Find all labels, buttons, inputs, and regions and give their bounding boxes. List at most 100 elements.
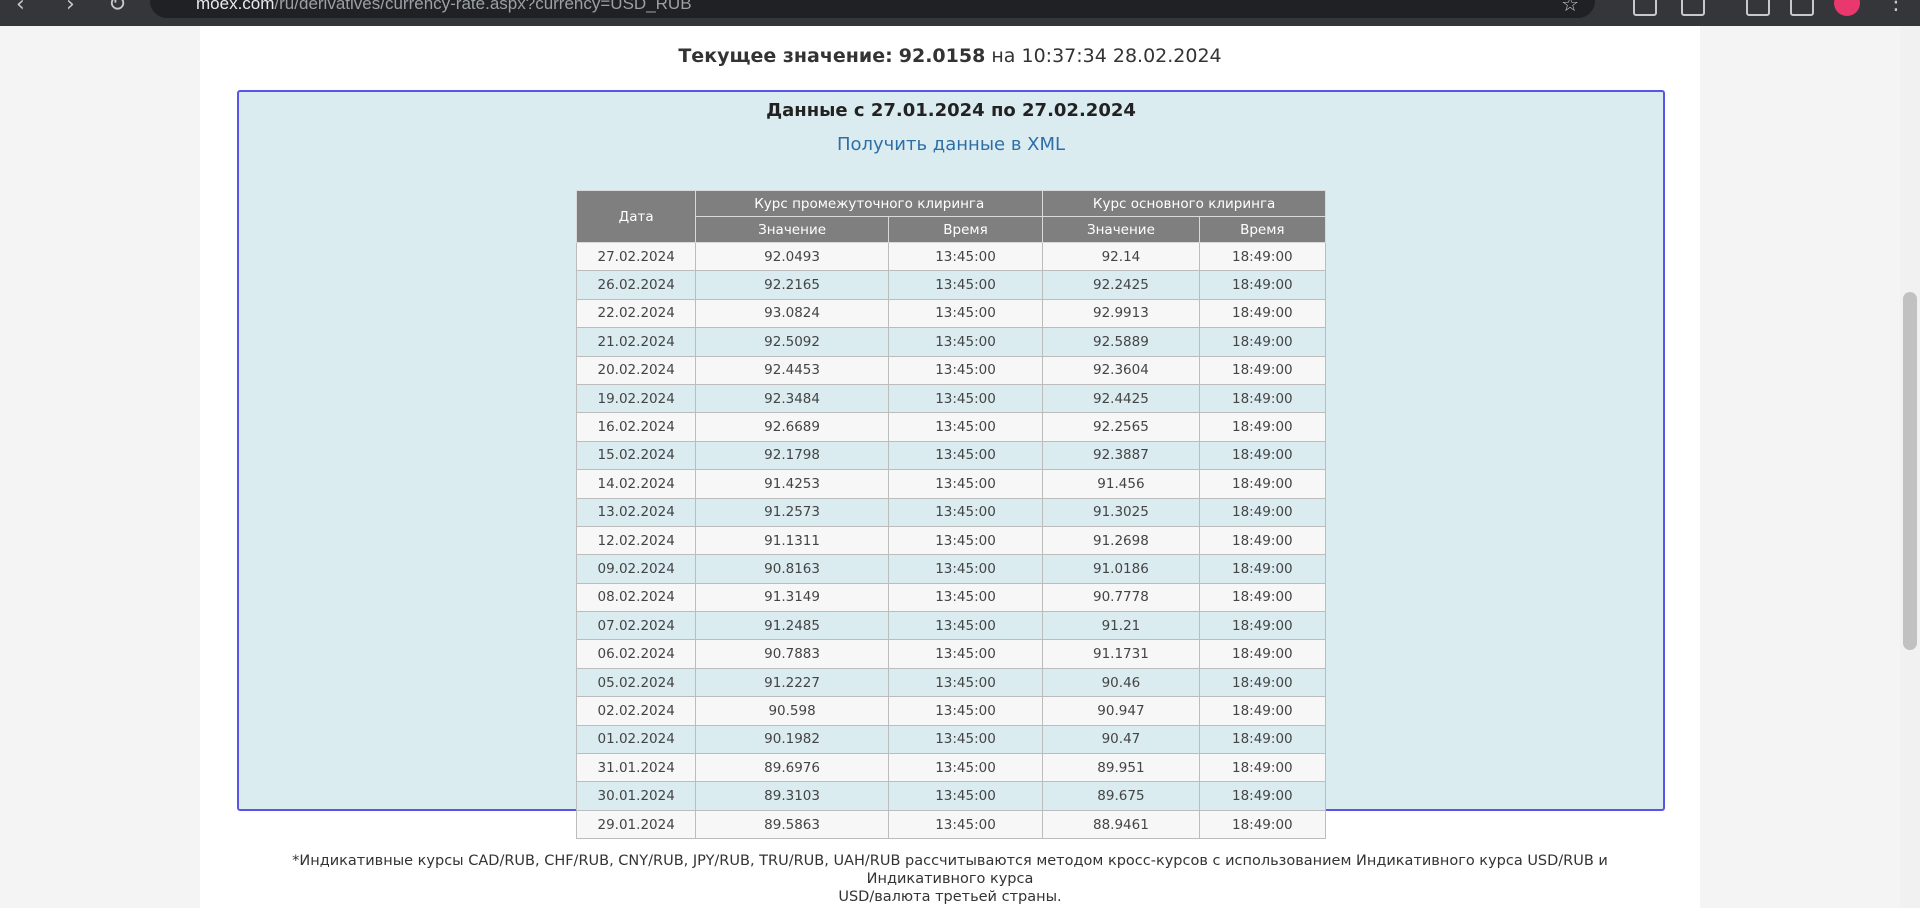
- table-row: 13.02.2024 91.2573 13:45:00 91.3025 18:49:00: [575, 497, 1327, 527]
- table-row: 15.02.2024 92.1798 13:45:00 92.3887 18:49:00: [575, 440, 1327, 471]
- rates-table-body: 27.02.2024 92.0493 13:45:00 92.14 18:49:00 26…: [575, 241, 1327, 840]
- url-path: /ru/derivatives/currency-rate.aspx?curre…: [274, 0, 692, 13]
- cell-main-time: 18:49:00: [1198, 809, 1327, 840]
- browser-toolbar: ‹ › ↻ moex.com/ru/derivatives/currency-r…: [0, 0, 1920, 26]
- table-row: 05.02.2024 91.2227 13:45:00 90.46 18:49:00: [575, 667, 1327, 698]
- cell-main-value: 91.3025: [1042, 497, 1200, 527]
- cell-main-time: 18:49:00: [1198, 753, 1327, 783]
- cell-intermediate-time: 13:45:00: [887, 582, 1044, 613]
- cell-intermediate-value: 92.5092: [695, 327, 889, 357]
- url-domain: moex.com: [196, 0, 275, 13]
- cell-date: 14.02.2024: [575, 469, 697, 499]
- cell-main-time: 18:49:00: [1198, 667, 1327, 698]
- cell-main-time: 18:49:00: [1198, 469, 1327, 499]
- cell-date: 08.02.2024: [575, 582, 697, 613]
- cell-main-value: 91.21: [1042, 611, 1200, 641]
- page-margin-left: [0, 26, 200, 908]
- cell-date: 21.02.2024: [575, 327, 697, 357]
- footnote-line-1: *Индикативные курсы CAD/RUB, CHF/RUB, CN…: [292, 853, 1608, 887]
- downloads-icon[interactable]: [1746, 0, 1770, 16]
- cell-intermediate-value: 92.6689: [695, 412, 889, 442]
- page-margin-right: [1700, 26, 1900, 908]
- cell-main-time: 18:49:00: [1198, 611, 1327, 641]
- cell-intermediate-time: 13:45:00: [887, 355, 1044, 385]
- cell-intermediate-value: 90.7883: [695, 639, 889, 669]
- current-value-line: Текущее значение: 92.0158 на 10:37:34 28…: [200, 45, 1700, 67]
- table-row: 19.02.2024 92.3484 13:45:00 92.4425 18:49:00: [575, 383, 1327, 414]
- cell-date: 01.02.2024: [575, 724, 697, 755]
- cell-intermediate-time: 13:45:00: [887, 667, 1044, 698]
- reload-icon[interactable]: ↻: [108, 0, 127, 17]
- cell-intermediate-value: 90.598: [695, 696, 889, 726]
- cell-intermediate-time: 13:45:00: [887, 525, 1044, 556]
- table-row: 14.02.2024 91.4253 13:45:00 91.456 18:49:00: [575, 469, 1327, 499]
- cell-intermediate-time: 13:45:00: [887, 809, 1044, 840]
- cell-main-value: 89.675: [1042, 781, 1200, 811]
- column-header-date: Дата: [575, 190, 697, 243]
- column-header-main-value: Значение: [1042, 216, 1200, 243]
- extension-icon[interactable]: [1633, 0, 1657, 16]
- cell-date: 09.02.2024: [575, 554, 697, 584]
- cell-main-value: 92.4425: [1042, 383, 1200, 414]
- cell-intermediate-value: 92.0493: [695, 241, 889, 272]
- cell-date: 30.01.2024: [575, 781, 697, 811]
- cell-intermediate-time: 13:45:00: [887, 298, 1044, 329]
- cell-date: 19.02.2024: [575, 383, 697, 414]
- cell-intermediate-time: 13:45:00: [887, 696, 1044, 726]
- cell-intermediate-time: 13:45:00: [887, 554, 1044, 584]
- url-text[interactable]: moex.com/ru/derivatives/currency-rate.as…: [196, 0, 692, 14]
- cell-main-value: 91.456: [1042, 469, 1200, 499]
- cell-main-time: 18:49:00: [1198, 554, 1327, 584]
- cell-main-value: 92.14: [1042, 241, 1200, 272]
- cell-date: 27.02.2024: [575, 241, 697, 272]
- cell-main-value: 91.2698: [1042, 525, 1200, 556]
- cell-main-value: 89.951: [1042, 753, 1200, 783]
- scrollbar-thumb[interactable]: [1903, 292, 1917, 650]
- cell-intermediate-time: 13:45:00: [887, 440, 1044, 471]
- table-row: 29.01.2024 89.5863 13:45:00 88.9461 18:49:00: [575, 809, 1327, 840]
- cell-intermediate-value: 90.1982: [695, 724, 889, 755]
- table-row: 09.02.2024 90.8163 13:45:00 91.0186 18:49:00: [575, 554, 1327, 584]
- profile-avatar-icon[interactable]: [1834, 0, 1860, 16]
- cell-date: 15.02.2024: [575, 440, 697, 471]
- footnote-line-2: USD/валюта третьей страны.: [838, 889, 1062, 905]
- current-value-label: Текущее значение:: [678, 45, 893, 67]
- cell-intermediate-value: 90.8163: [695, 554, 889, 584]
- cell-intermediate-value: 91.3149: [695, 582, 889, 613]
- table-row: 01.02.2024 90.1982 13:45:00 90.47 18:49:00: [575, 724, 1327, 755]
- table-row: 21.02.2024 92.5092 13:45:00 92.5889 18:49:00: [575, 327, 1327, 357]
- forward-icon[interactable]: ›: [66, 0, 75, 17]
- browser-menu-icon[interactable]: ⋮: [1885, 0, 1907, 15]
- cell-main-time: 18:49:00: [1198, 383, 1327, 414]
- table-row: 07.02.2024 91.2485 13:45:00 91.21 18:49:00: [575, 611, 1327, 641]
- table-row: 12.02.2024 91.1311 13:45:00 91.2698 18:49:00: [575, 525, 1327, 556]
- cell-intermediate-value: 89.5863: [695, 809, 889, 840]
- cell-main-value: 90.46: [1042, 667, 1200, 698]
- cell-intermediate-time: 13:45:00: [887, 469, 1044, 499]
- cell-main-value: 92.3604: [1042, 355, 1200, 385]
- cell-main-value: 92.5889: [1042, 327, 1200, 357]
- cell-main-time: 18:49:00: [1198, 582, 1327, 613]
- bookmark-star-icon[interactable]: ☆: [1561, 0, 1579, 16]
- column-group-main-clearing: Курс основного клиринга: [1042, 190, 1326, 217]
- current-time: 10:37:34 28.02.2024: [1021, 45, 1222, 67]
- cell-intermediate-value: 91.2227: [695, 667, 889, 698]
- cell-main-time: 18:49:00: [1198, 724, 1327, 755]
- table-row: 30.01.2024 89.3103 13:45:00 89.675 18:49:00: [575, 781, 1327, 811]
- footnote: *Индикативные курсы CAD/RUB, CHF/RUB, CN…: [240, 852, 1660, 906]
- cell-intermediate-value: 91.2485: [695, 611, 889, 641]
- cell-intermediate-value: 93.0824: [695, 298, 889, 329]
- cell-intermediate-time: 13:45:00: [887, 497, 1044, 527]
- back-icon[interactable]: ‹: [16, 0, 25, 17]
- tab-search-icon[interactable]: [1790, 0, 1814, 16]
- xml-download-link[interactable]: Получить данные в XML: [836, 134, 1066, 155]
- cell-main-value: 92.3887: [1042, 440, 1200, 471]
- cell-intermediate-time: 13:45:00: [887, 270, 1044, 300]
- cell-main-value: 92.2565: [1042, 412, 1200, 442]
- cell-intermediate-time: 13:45:00: [887, 241, 1044, 272]
- address-bar[interactable]: moex.com/ru/derivatives/currency-rate.as…: [150, 0, 1595, 18]
- extensions-puzzle-icon[interactable]: [1681, 0, 1705, 16]
- cell-intermediate-value: 92.2165: [695, 270, 889, 300]
- cell-main-time: 18:49:00: [1198, 639, 1327, 669]
- cell-intermediate-value: 92.3484: [695, 383, 889, 414]
